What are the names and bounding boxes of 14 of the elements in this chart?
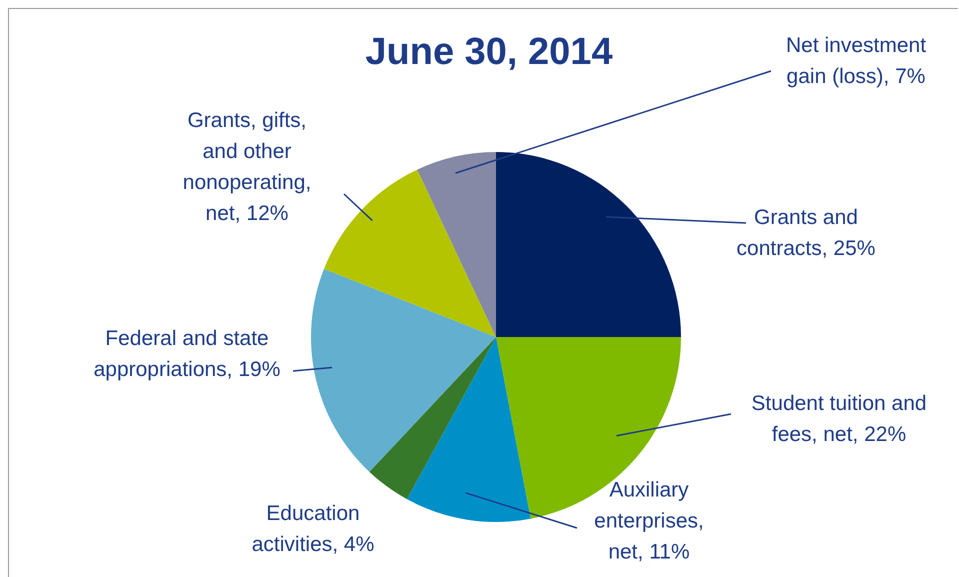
pie-slice [417,152,496,337]
slice-label: Grants, gifts, and other nonoperating, net, 12% [182,108,312,227]
slice-label: Auxiliary enterprises, net, 11% [593,478,705,566]
pie-slice [496,152,681,337]
slice-label: Federal and state appropriations, 19% [92,326,282,383]
pie-slice [369,337,496,500]
slice-label: Student tuition and fees, net, 22% [750,391,928,448]
pie-slice [324,170,496,337]
slice-label: Grants and contracts, 25% [736,205,876,262]
chart-title: June 30, 2014 [364,31,614,74]
slice-label: Net investment gain (loss), 7% [784,33,928,90]
slice-label: Education activities, 4% [250,501,376,558]
pie-slice [311,268,496,472]
pie-slice [406,337,531,522]
